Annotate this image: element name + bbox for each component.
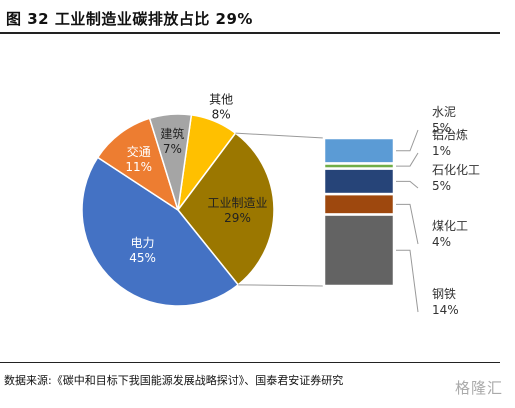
- slice-value-2: 45%: [129, 251, 156, 265]
- source-note: 数据来源:《碳中和目标下我国能源发展战略探讨》、国泰君安证券研究: [4, 374, 344, 387]
- bar-value-1: 1%: [432, 144, 451, 158]
- connector-top: [235, 132, 325, 139]
- leader-line-4: [396, 249, 419, 313]
- connector-lines: [235, 132, 325, 287]
- bar-label-0: 水泥: [432, 105, 456, 119]
- leader-line-0: [396, 129, 419, 152]
- slice-label-0: 其他: [209, 92, 233, 106]
- slice-value-1: 29%: [224, 211, 251, 225]
- bar-label-1: 铝冶炼: [432, 127, 468, 142]
- bar-segment-3: [322, 192, 396, 216]
- bar-segment-2: [322, 167, 396, 196]
- slice-label-2: 电力: [131, 236, 155, 250]
- stacked-bar-chart: [322, 136, 396, 288]
- pie-slice-4: [148, 113, 193, 211]
- slice-label-4: 建筑: [160, 126, 184, 141]
- pie-slice-3: [96, 117, 180, 212]
- bar-value-3: 4%: [432, 235, 451, 249]
- bar-value-4: 14%: [432, 303, 459, 317]
- bar-segment-4: [322, 213, 396, 288]
- figure-title: 图 32 工业制造业碳排放占比 29%: [6, 10, 253, 28]
- connector-bottom: [238, 284, 325, 287]
- slice-value-0: 8%: [212, 107, 231, 121]
- leader-line-3: [396, 203, 419, 245]
- bar-value-2: 5%: [432, 179, 451, 193]
- slice-value-3: 11%: [125, 160, 152, 174]
- top-rule: [0, 32, 500, 34]
- slice-value-4: 7%: [163, 142, 182, 156]
- slice-label-3: 交通: [127, 144, 151, 159]
- leader-line-1: [396, 152, 419, 167]
- bar-value-0: 5%: [432, 121, 451, 135]
- leader-line-2: [396, 180, 419, 189]
- pie-slice-2: [81, 156, 240, 307]
- bar-segment-0: [322, 136, 396, 165]
- bar-label-3: 煤化工: [432, 219, 468, 233]
- bottom-rule: [0, 362, 500, 363]
- pie-slice-1: [177, 132, 275, 286]
- slice-label-1: 工业制造业: [208, 196, 268, 210]
- bar-label-2: 石化化工: [432, 163, 480, 177]
- watermark-logo: 格隆汇: [454, 379, 503, 397]
- bar-label-4: 钢铁: [432, 287, 456, 301]
